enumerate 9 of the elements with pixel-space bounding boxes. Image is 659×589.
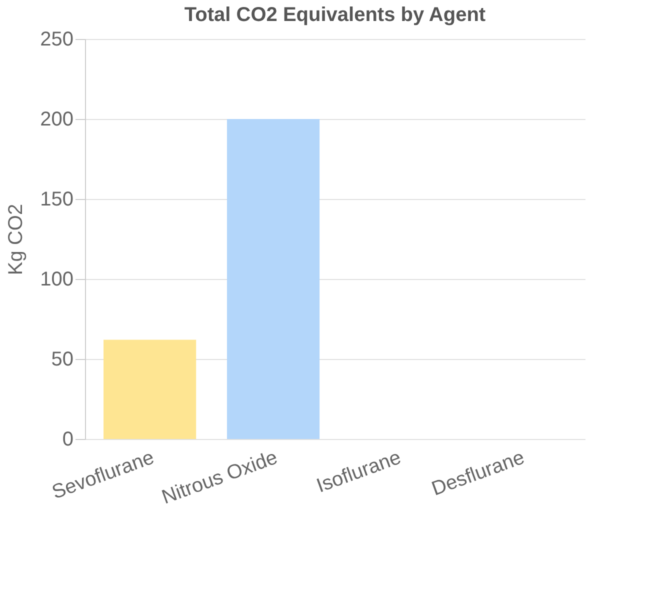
- y-tick-label: 50: [51, 348, 74, 370]
- chart-title: Total CO2 Equivalents by Agent: [184, 4, 486, 26]
- y-axis-title: Kg CO2: [5, 204, 28, 276]
- x-tick-label: Nitrous Oxide: [159, 446, 280, 509]
- y-tick-label: 250: [40, 28, 74, 50]
- y-tick-label: 0: [62, 428, 74, 450]
- y-tick-label: 200: [40, 108, 74, 130]
- y-tick-label: 150: [40, 188, 74, 210]
- y-tick-label: 100: [40, 268, 74, 290]
